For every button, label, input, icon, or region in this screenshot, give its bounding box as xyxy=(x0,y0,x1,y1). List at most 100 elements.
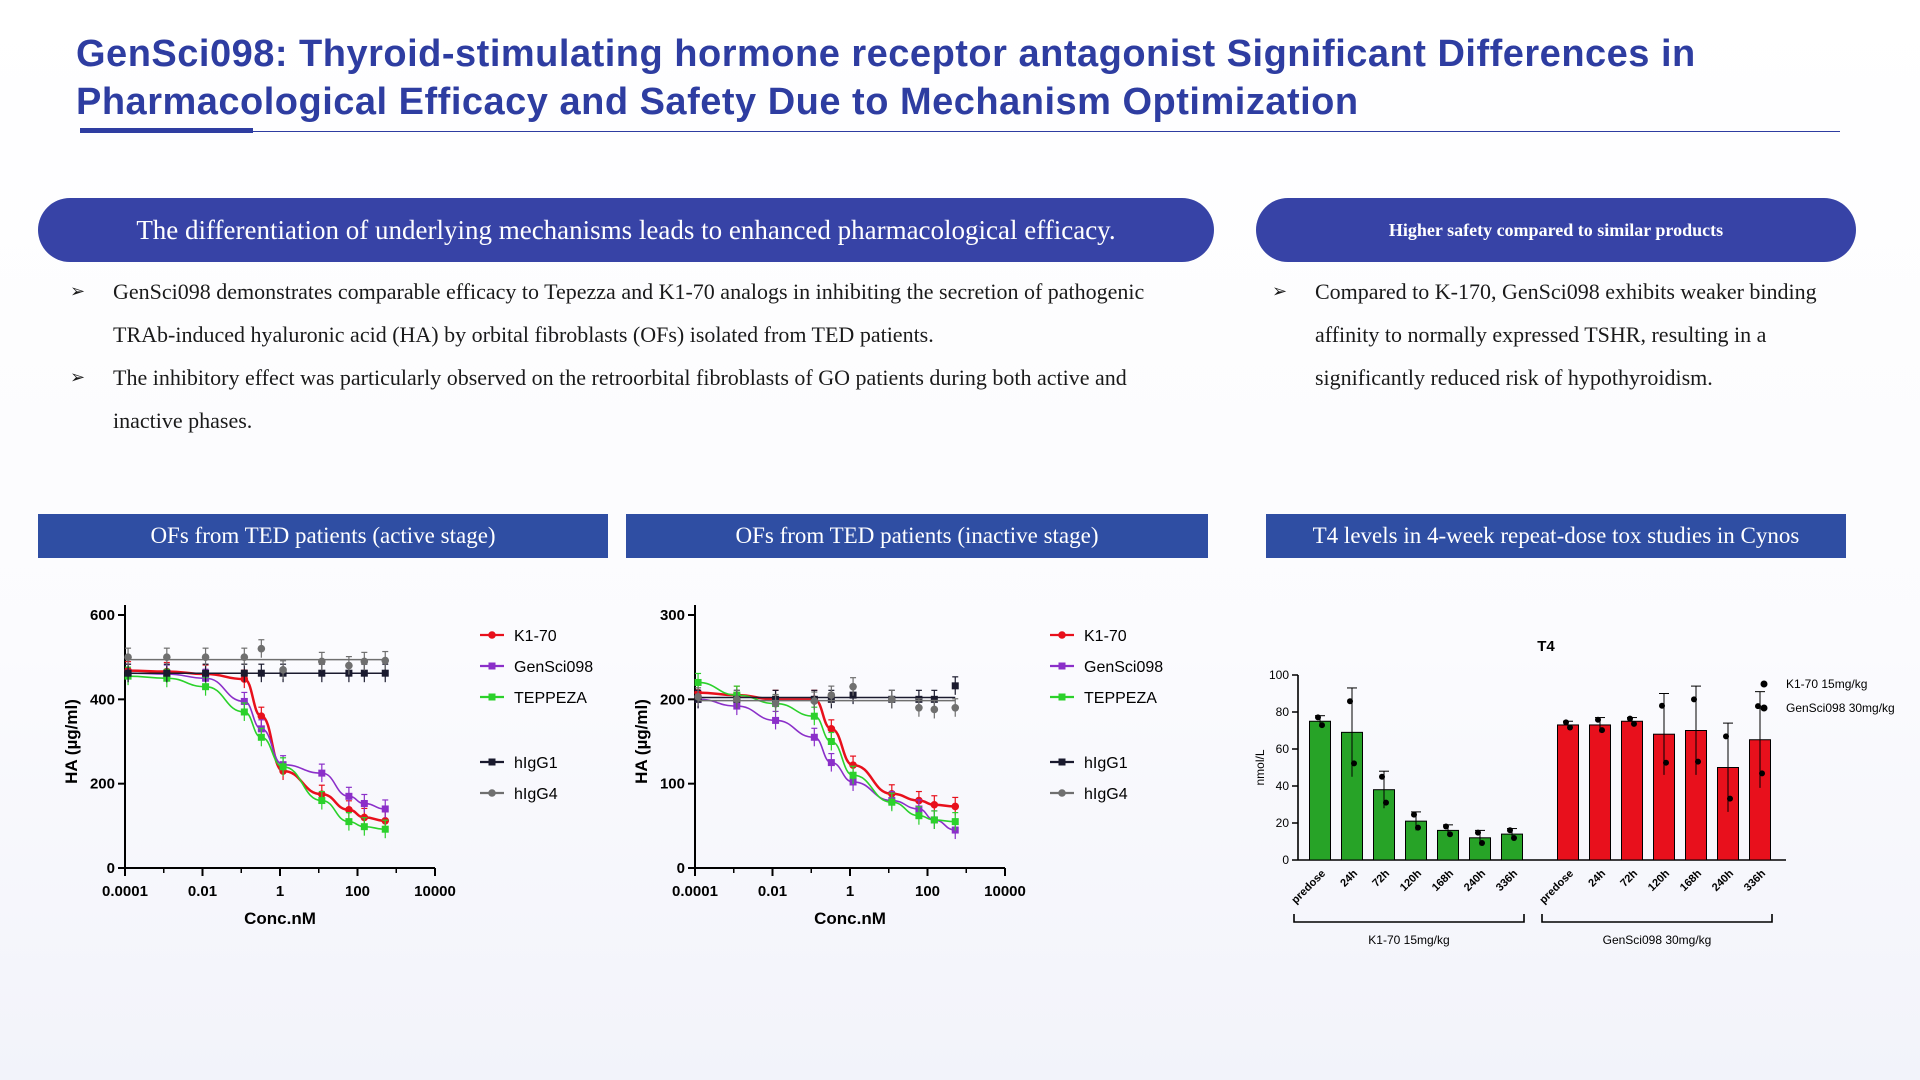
legend-label: K1-70 xyxy=(514,628,557,645)
x-tick-label: predose xyxy=(1289,868,1328,907)
legend-swatch-marker xyxy=(1058,662,1066,670)
arrow-bullet-icon: ➢ xyxy=(70,367,86,387)
data-point xyxy=(888,798,896,806)
data-point xyxy=(951,818,959,826)
data-point xyxy=(202,669,210,677)
data-point xyxy=(360,669,368,677)
data-point xyxy=(124,653,132,661)
data-point xyxy=(810,697,819,705)
data-point xyxy=(257,644,266,653)
x-tick-label: 168h xyxy=(1430,867,1456,893)
y-tick-label: 0 xyxy=(1282,853,1289,867)
data-point xyxy=(1443,823,1449,830)
legend-item: hIgG4 xyxy=(1050,786,1128,803)
data-point xyxy=(1727,795,1733,802)
chart-header-t4: T4 levels in 4-week repeat-dose tox stud… xyxy=(1266,514,1846,558)
data-point xyxy=(827,759,835,767)
y-tick-label: 100 xyxy=(1269,668,1289,682)
group-bracket xyxy=(1541,914,1773,923)
legend-swatch-marker xyxy=(1058,631,1066,639)
y-tick-label: 200 xyxy=(660,691,685,708)
data-point xyxy=(257,733,265,741)
data-point xyxy=(1595,716,1601,723)
group-label: GenSci098 30mg/kg xyxy=(1603,933,1712,947)
data-point xyxy=(1563,719,1569,726)
y-tick-label: 80 xyxy=(1276,705,1290,719)
data-point xyxy=(240,669,248,677)
data-point xyxy=(827,691,836,699)
x-tick-label: 72h xyxy=(1370,867,1392,889)
x-tick-label: 10000 xyxy=(414,883,456,900)
bullet-item: ➢ GenSci098 demonstrates comparable effi… xyxy=(70,270,1200,356)
legend-item: K1-70 xyxy=(1050,628,1127,645)
bar xyxy=(1557,724,1579,861)
legend-item: TEPPEZA xyxy=(1050,690,1157,707)
data-point xyxy=(849,761,857,769)
data-point xyxy=(1567,724,1573,731)
series-teppeza xyxy=(124,666,389,839)
data-point xyxy=(827,725,836,733)
y-tick-label: 0 xyxy=(677,860,685,877)
data-point xyxy=(849,771,857,779)
chart-title: T4 xyxy=(1537,638,1555,655)
data-point xyxy=(163,653,171,661)
x-axis-label: Conc.nM xyxy=(814,909,886,928)
y-tick-label: 40 xyxy=(1276,779,1290,793)
efficacy-section-header: The differentiation of underlying mechan… xyxy=(38,198,1214,262)
data-point xyxy=(240,708,248,716)
data-point xyxy=(318,797,326,805)
bullet-item: ➢ Compared to K-170, GenSci098 exhibits … xyxy=(1272,270,1852,399)
y-tick-label: 0 xyxy=(107,860,115,877)
data-point xyxy=(1347,698,1353,705)
data-point xyxy=(930,695,938,703)
data-point xyxy=(1447,831,1453,838)
data-point xyxy=(240,653,249,661)
x-tick-label: 0.0001 xyxy=(672,883,718,900)
data-point xyxy=(951,802,960,811)
y-tick-label: 60 xyxy=(1276,742,1290,756)
title-underline-accent xyxy=(80,128,253,133)
legend-label: hIgG1 xyxy=(1084,755,1128,772)
arrow-bullet-icon: ➢ xyxy=(1272,281,1288,301)
data-point xyxy=(930,800,939,809)
chart-header-active: OFs from TED patients (active stage) xyxy=(38,514,608,558)
legend-swatch-marker xyxy=(488,789,496,797)
y-tick-label: 100 xyxy=(660,776,685,793)
data-point xyxy=(827,738,835,745)
x-tick-label: 10000 xyxy=(984,883,1026,900)
data-point xyxy=(1663,759,1669,766)
legend-label: hIgG4 xyxy=(514,786,558,803)
x-tick-label: 0.01 xyxy=(758,883,787,900)
legend-marker xyxy=(1760,704,1768,712)
bar xyxy=(1309,720,1331,861)
data-point xyxy=(1631,720,1637,727)
data-point xyxy=(1507,827,1513,834)
y-tick-label: 300 xyxy=(660,607,685,624)
data-point xyxy=(1479,839,1485,846)
data-point xyxy=(810,712,818,720)
data-point xyxy=(915,703,923,712)
data-point xyxy=(694,693,702,701)
x-tick-label: 120h xyxy=(1646,867,1672,893)
data-point xyxy=(124,669,132,677)
data-point xyxy=(279,763,287,771)
x-tick-label: 336h xyxy=(1494,867,1520,893)
data-point xyxy=(381,656,390,665)
y-tick-label: 200 xyxy=(90,776,115,793)
data-point xyxy=(381,669,389,677)
legend-label: GenSci098 xyxy=(1084,659,1163,676)
data-point xyxy=(318,669,326,677)
x-tick-label: 72h xyxy=(1618,867,1640,889)
legend-marker xyxy=(1760,680,1768,688)
x-tick-label: 0.01 xyxy=(188,883,217,900)
data-point xyxy=(1695,758,1701,765)
legend-item: GenSci098 xyxy=(1050,659,1163,676)
chart-header-inactive: OFs from TED patients (inactive stage) xyxy=(626,514,1208,558)
series-higg4 xyxy=(694,677,960,719)
bullet-item: ➢ The inhibitory effect was particularly… xyxy=(70,356,1200,442)
data-point xyxy=(1379,773,1385,780)
data-point xyxy=(345,818,353,826)
data-point xyxy=(318,769,326,777)
fit-curve xyxy=(698,681,956,823)
y-axis-label: HA (µg/ml) xyxy=(62,699,81,784)
